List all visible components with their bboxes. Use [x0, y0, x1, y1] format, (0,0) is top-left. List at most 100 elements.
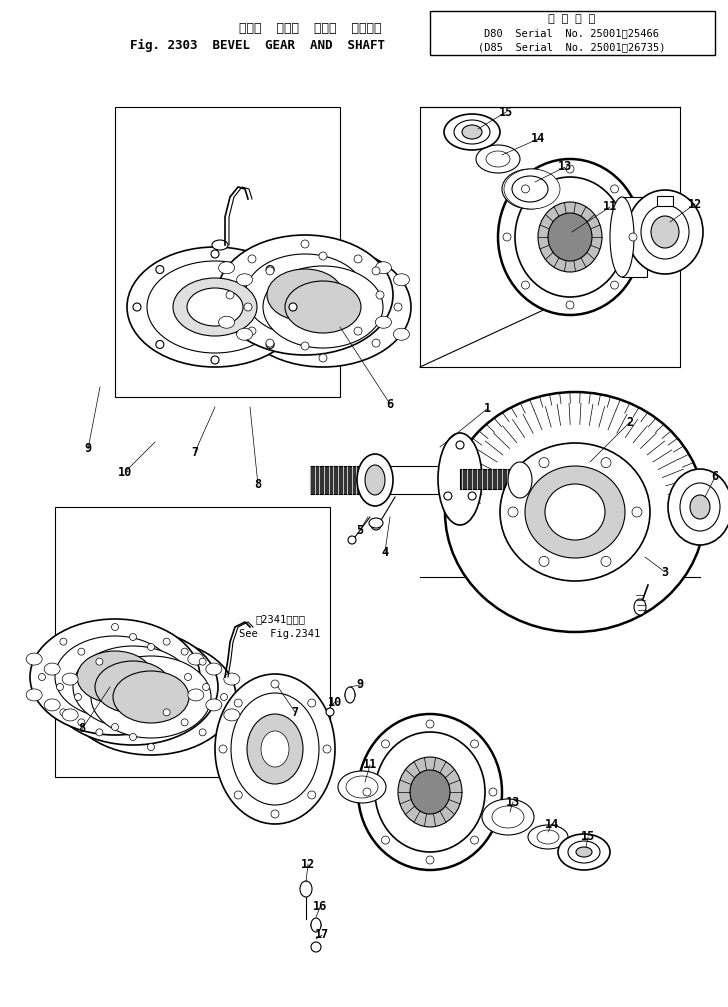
Ellipse shape	[504, 169, 560, 209]
Ellipse shape	[237, 274, 253, 286]
Text: 13: 13	[558, 160, 572, 173]
Circle shape	[111, 723, 119, 730]
Circle shape	[566, 301, 574, 309]
Circle shape	[470, 740, 478, 748]
Circle shape	[456, 441, 464, 449]
Circle shape	[503, 233, 511, 241]
Circle shape	[371, 520, 381, 530]
Circle shape	[381, 836, 389, 844]
Circle shape	[39, 674, 45, 681]
Circle shape	[601, 457, 611, 467]
Circle shape	[381, 740, 389, 748]
Text: 2: 2	[626, 416, 633, 429]
Text: 7: 7	[291, 706, 298, 719]
Text: 7: 7	[191, 445, 199, 458]
Ellipse shape	[668, 469, 728, 545]
Circle shape	[308, 699, 316, 707]
Ellipse shape	[206, 699, 222, 711]
Circle shape	[96, 729, 103, 736]
Circle shape	[632, 507, 642, 517]
Circle shape	[539, 556, 549, 566]
Ellipse shape	[454, 120, 490, 144]
Ellipse shape	[369, 518, 383, 528]
Circle shape	[181, 649, 188, 656]
Text: 8: 8	[79, 722, 86, 735]
Ellipse shape	[223, 673, 240, 685]
Ellipse shape	[548, 213, 592, 261]
Ellipse shape	[44, 699, 60, 711]
Ellipse shape	[568, 841, 600, 863]
Ellipse shape	[576, 847, 592, 857]
Circle shape	[311, 942, 321, 952]
Text: D80  Serial  No. 25001～25466: D80 Serial No. 25001～25466	[485, 28, 660, 38]
Text: 17: 17	[315, 928, 329, 942]
Circle shape	[539, 457, 549, 467]
Circle shape	[226, 291, 234, 299]
Ellipse shape	[44, 663, 60, 675]
Circle shape	[521, 185, 529, 193]
Text: 3: 3	[662, 566, 668, 578]
Text: 4: 4	[381, 546, 389, 559]
Ellipse shape	[627, 190, 703, 274]
Circle shape	[468, 492, 476, 500]
Ellipse shape	[235, 247, 411, 367]
Ellipse shape	[62, 673, 78, 685]
Circle shape	[311, 920, 321, 930]
Ellipse shape	[91, 656, 211, 738]
Text: Fig. 2303  BEVEL  GEAR  AND  SHAFT: Fig. 2303 BEVEL GEAR AND SHAFT	[130, 38, 386, 51]
Bar	[460, 469, 520, 489]
Ellipse shape	[690, 495, 710, 519]
Bar	[622, 197, 647, 277]
Text: 15: 15	[499, 106, 513, 119]
Text: 11: 11	[363, 758, 377, 771]
Ellipse shape	[634, 599, 646, 615]
Ellipse shape	[62, 709, 78, 721]
Ellipse shape	[345, 687, 355, 703]
Ellipse shape	[245, 254, 365, 336]
Circle shape	[271, 810, 279, 818]
Ellipse shape	[217, 235, 393, 355]
Ellipse shape	[231, 693, 319, 805]
Text: 15: 15	[581, 831, 595, 844]
Ellipse shape	[247, 714, 303, 784]
Ellipse shape	[558, 834, 610, 870]
Ellipse shape	[492, 806, 524, 828]
Circle shape	[266, 339, 274, 347]
Ellipse shape	[26, 689, 42, 701]
Text: 9: 9	[357, 679, 363, 692]
Bar	[430, 11, 715, 55]
Ellipse shape	[188, 689, 204, 701]
Ellipse shape	[215, 674, 335, 824]
Circle shape	[629, 233, 637, 241]
Ellipse shape	[376, 262, 392, 274]
Circle shape	[211, 250, 219, 258]
Text: 8: 8	[255, 478, 261, 491]
Ellipse shape	[651, 215, 679, 248]
Ellipse shape	[30, 619, 200, 735]
Circle shape	[289, 303, 297, 311]
Ellipse shape	[525, 466, 625, 558]
Ellipse shape	[311, 918, 321, 932]
Text: 16: 16	[313, 900, 327, 913]
Circle shape	[348, 536, 356, 544]
Ellipse shape	[187, 288, 243, 326]
Circle shape	[181, 719, 188, 726]
Circle shape	[308, 790, 316, 799]
Circle shape	[326, 708, 334, 716]
Ellipse shape	[438, 433, 482, 525]
Bar	[375, 466, 455, 494]
Circle shape	[163, 638, 170, 645]
Circle shape	[148, 743, 154, 750]
Ellipse shape	[263, 266, 383, 348]
Bar	[310, 466, 375, 494]
Text: 12: 12	[301, 858, 315, 870]
Ellipse shape	[206, 663, 222, 675]
Circle shape	[211, 356, 219, 364]
Circle shape	[111, 623, 119, 630]
Circle shape	[301, 240, 309, 248]
Text: 12: 12	[688, 197, 702, 210]
Ellipse shape	[486, 151, 510, 167]
Text: 11: 11	[603, 200, 617, 213]
Circle shape	[74, 694, 82, 701]
Ellipse shape	[346, 776, 378, 798]
